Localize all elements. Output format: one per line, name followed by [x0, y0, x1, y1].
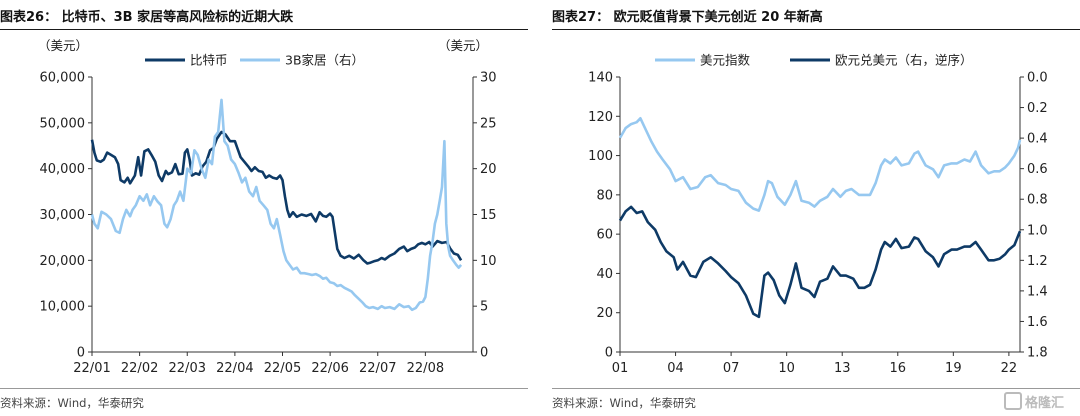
left-x-tick-label: 22/02 — [121, 361, 158, 376]
left-x-tick-label: 22/05 — [264, 361, 301, 376]
right-x-tick-label: 01 — [612, 361, 629, 376]
right-left-tick-label: 100 — [588, 149, 613, 164]
left-right-unit-label: （美元） — [438, 38, 488, 53]
left-right-tick-label: 20 — [480, 162, 497, 177]
left-x-tick-label: 22/01 — [73, 361, 110, 376]
left-right-tick-label: 25 — [480, 116, 497, 131]
left-left-tick-label: 0 — [77, 346, 85, 361]
left-left-tick-label: 40,000 — [40, 162, 86, 177]
right-x-tick-label: 22 — [1001, 361, 1018, 376]
right-right-tick-label: 1.0 — [1027, 223, 1048, 238]
right-right-tick-label: 0.8 — [1027, 193, 1048, 208]
left-right-tick-label: 30 — [480, 71, 497, 86]
left-right-tick-label: 5 — [480, 300, 488, 315]
left-chart-title: 图表26： 比特币、3B 家居等高风险标的近期大跌 — [0, 10, 294, 25]
left-right-tick-label: 15 — [480, 208, 497, 223]
left-source-note: 资料来源：Wind，华泰研究 — [0, 396, 144, 410]
right-x-tick-label: 07 — [723, 361, 740, 376]
right-chart: 0 20 40 60 80 100 120 140 0.0 0.2 0.4 0.6 0.8 1.0 1.2 1… — [588, 53, 1048, 377]
left-x-tick-label: 22/04 — [216, 361, 253, 376]
right-chart-panel: 图表27： 欧元贬值背景下美元创近 20 年新高 0 20 40 60 80 100 120… — [552, 0, 1080, 416]
left-left-tick-label: 30,000 — [40, 208, 86, 223]
left-title-rule — [0, 29, 528, 30]
right-left-tick-label: 80 — [596, 188, 613, 203]
left-left-tick-label: 50,000 — [40, 116, 86, 131]
right-left-tick-label: 40 — [596, 267, 613, 282]
left-left-unit-label: （美元） — [38, 38, 88, 53]
right-right-tick-label: 0.0 — [1027, 71, 1048, 86]
left-series-line-2 — [90, 98, 463, 312]
left-x-tick-label: 22/06 — [311, 361, 348, 376]
right-left-tick-label: 120 — [588, 110, 613, 125]
left-x-tick-label: 22/03 — [169, 361, 206, 376]
right-x-tick-label: 13 — [834, 361, 851, 376]
right-left-tick-label: 0 — [605, 346, 613, 361]
right-right-tick-label: 1.4 — [1027, 284, 1048, 299]
right-right-tick-label: 1.8 — [1027, 346, 1048, 361]
left-x-tick-label: 22/08 — [407, 361, 444, 376]
left-left-tick-label: 20,000 — [40, 254, 86, 269]
left-source-rule — [0, 388, 528, 389]
right-right-tick-label: 1.2 — [1027, 254, 1048, 269]
left-legend-label-1: 比特币 — [190, 53, 228, 68]
right-right-tick-label: 0.6 — [1027, 162, 1048, 177]
left-chart: 0 10,000 20,000 30,000 40,000 50,000 60,000 0 5 1… — [38, 38, 497, 376]
left-legend-label-2: 3B家居（右） — [285, 53, 364, 68]
right-left-tick-label: 140 — [588, 71, 613, 86]
watermark-logo: 格隆汇 — [1004, 392, 1064, 412]
right-x-tick-label: 16 — [890, 361, 907, 376]
left-series-line-1 — [90, 130, 463, 265]
right-left-tick-label: 60 — [596, 228, 613, 243]
right-legend-label-2: 欧元兑美元（右，逆序） — [835, 53, 973, 68]
right-right-tick-label: 1.6 — [1027, 315, 1048, 330]
right-source-note: 资料来源：Wind，华泰研究 — [552, 396, 696, 410]
left-x-tick-label: 22/07 — [359, 361, 396, 376]
right-x-tick-label: 04 — [667, 361, 684, 376]
watermark-logo-icon — [1004, 392, 1022, 410]
left-left-tick-label: 10,000 — [40, 300, 86, 315]
right-x-tick-label: 19 — [945, 361, 962, 376]
watermark-text: 格隆汇 — [1025, 396, 1065, 411]
right-legend-label-1: 美元指数 — [700, 53, 751, 68]
right-series-line-2 — [618, 205, 1022, 319]
right-left-tick-label: 20 — [596, 306, 613, 321]
right-title-rule — [552, 29, 1080, 30]
right-chart-title: 图表27： 欧元贬值背景下美元创近 20 年新高 — [552, 10, 823, 25]
left-chart-panel: 图表26： 比特币、3B 家居等高风险标的近期大跌 0 10,000 20,000 3… — [0, 0, 528, 416]
left-right-tick-label: 0 — [480, 346, 488, 361]
right-x-tick-label: 10 — [778, 361, 795, 376]
left-right-tick-label: 10 — [480, 254, 497, 269]
right-right-tick-label: 0.2 — [1027, 101, 1048, 116]
left-left-tick-label: 60,000 — [40, 71, 86, 86]
right-right-tick-label: 0.4 — [1027, 132, 1048, 147]
right-source-rule — [552, 388, 1080, 389]
right-series-line-1 — [618, 117, 1022, 212]
